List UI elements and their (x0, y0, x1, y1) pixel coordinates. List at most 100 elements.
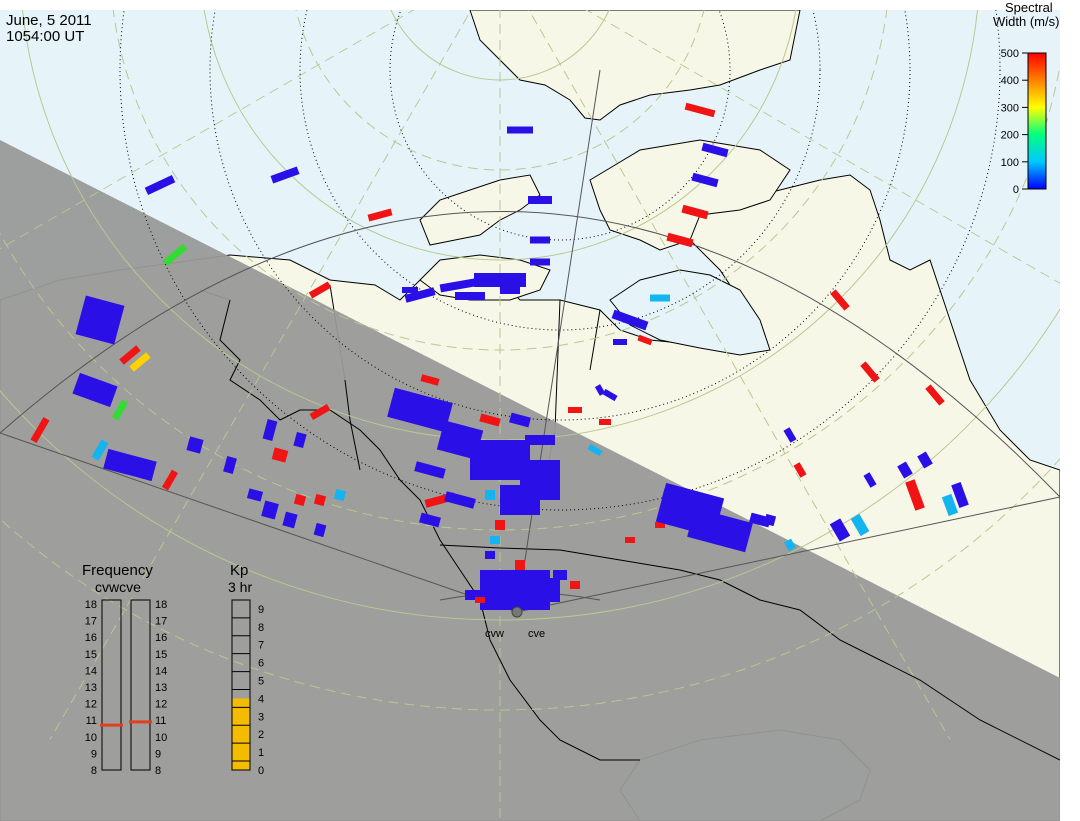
geomag-meridian (528, 10, 951, 740)
scatter-cell (485, 551, 495, 559)
scatter-cell (763, 513, 777, 527)
kp-column (231, 599, 251, 771)
geomag-lat-ring (203, 10, 797, 261)
scatter-cell (308, 281, 332, 299)
frequency-tick-right: 11 (155, 715, 166, 727)
frequency-tick-left: 10 (85, 732, 97, 744)
night-coastlines (219, 299, 1060, 761)
scatter-cell (917, 451, 933, 469)
scatter-cell (465, 590, 485, 600)
province-line-3 (589, 309, 601, 371)
scatter-cell (103, 448, 157, 482)
scatter-cell (91, 439, 109, 461)
kp-subtitle: 3 hr (228, 579, 252, 595)
colorbar-tick-label: 500 (1001, 48, 1019, 60)
scatter-cell (162, 243, 188, 267)
frequency-cve-column (130, 599, 151, 771)
scatter-cell (525, 435, 555, 445)
kp-tick-label: 6 (258, 658, 264, 670)
frequency-tick-left: 15 (85, 649, 97, 661)
scatter-cell (479, 413, 501, 427)
scatter-cell (111, 399, 129, 421)
kp-tick-label: 5 (258, 676, 264, 688)
hudson-bay (609, 269, 771, 356)
kp-tick-label: 1 (258, 747, 264, 759)
frequency-tick-right: 10 (155, 732, 167, 744)
frequency-tick-right: 12 (155, 699, 167, 711)
frequency-tick-left: 16 (85, 632, 97, 644)
time-label: 1054:00 UT (6, 28, 84, 45)
kp-title: Kp (230, 562, 248, 579)
scatter-cell (611, 309, 649, 331)
scatter-cell (951, 482, 969, 508)
kp-tick-label: 9 (258, 604, 264, 616)
scatter-cell (681, 204, 709, 220)
scatter-cell (313, 522, 327, 538)
frequency-radars-label: cvwcve (95, 579, 141, 595)
frequency-ticks: 18 18 17 17 16 16 15 15 14 14 13 13 12 12 11 11 10 10 9 9 8 8 (85, 599, 168, 777)
scatter-cell (455, 292, 485, 300)
scatter-cell (553, 570, 567, 580)
scatter-cell (568, 407, 582, 413)
scatter-cell (223, 455, 237, 475)
scatter-cell (129, 352, 151, 372)
geomag-lat-ring (0, 457, 1060, 711)
scatter-cell (186, 436, 204, 454)
frequency-tick-right: 15 (155, 649, 167, 661)
geo-lat-ring (389, 10, 731, 241)
scatter-cell (72, 372, 118, 408)
scatter-cell (270, 166, 300, 184)
frequency-tick-left: 18 (85, 599, 97, 611)
kp-tick-label: 0 (258, 765, 264, 777)
scatter-cell (515, 560, 525, 570)
date-label: June, 5 2011 (6, 12, 92, 29)
scatter-cell (262, 419, 278, 441)
colorbar-tick-label: 100 (1001, 157, 1019, 169)
scatter-cell (246, 488, 264, 502)
scatter-cell (282, 511, 298, 529)
scatter-cell (905, 479, 925, 511)
scatter-cell (144, 175, 176, 195)
scatter-cell (655, 522, 665, 528)
scatter-cell (507, 126, 533, 134)
scatter-cell (444, 491, 476, 509)
kp-tick-label: 3 (258, 711, 264, 723)
scatter-cell (783, 427, 797, 443)
scatter-cell (439, 277, 481, 293)
scatter-cell (613, 339, 627, 345)
radar-label-cve: cve (528, 628, 545, 640)
scatter-cell (261, 500, 279, 520)
scatter-cell (528, 196, 552, 204)
radar-fields-of-view (0, 69, 1060, 613)
scatter-cell (625, 537, 635, 543)
scatter-cell (30, 416, 50, 444)
scatter-cell (860, 361, 880, 383)
scatter-cell (509, 412, 531, 428)
scatter-cell (684, 102, 716, 118)
scatter-cells (30, 102, 969, 610)
scatter-cell (414, 461, 446, 479)
scatter-cell (687, 507, 753, 553)
spectral-width-colorbar: Spectral Width (m/s) 500 400 300 200 100 0 (993, 0, 1059, 196)
scatter-cell (701, 142, 729, 158)
scatter-cell (271, 447, 289, 463)
fov-outer-arc (0, 211, 1060, 498)
kp-tick-label: 7 (258, 640, 264, 652)
scatter-cell (530, 236, 550, 244)
scatter-cell (313, 493, 327, 507)
scatter-cell (850, 513, 870, 537)
baffin-island (589, 139, 791, 251)
geomag-meridian (585, 10, 1060, 284)
scatter-cell (925, 384, 945, 406)
geo-lat-ring (209, 10, 911, 421)
frequency-tick-right: 17 (155, 616, 167, 628)
scatter-cell (387, 387, 453, 433)
frequency-tick-left: 12 (85, 699, 97, 711)
frequency-tick-right: 8 (155, 765, 161, 777)
scatter-cell (602, 388, 618, 402)
kp-ticks: 0 1 2 3 4 5 6 7 8 9 (232, 604, 264, 777)
colorbar-tick-label: 200 (1001, 130, 1019, 142)
scatter-cell (475, 597, 485, 603)
